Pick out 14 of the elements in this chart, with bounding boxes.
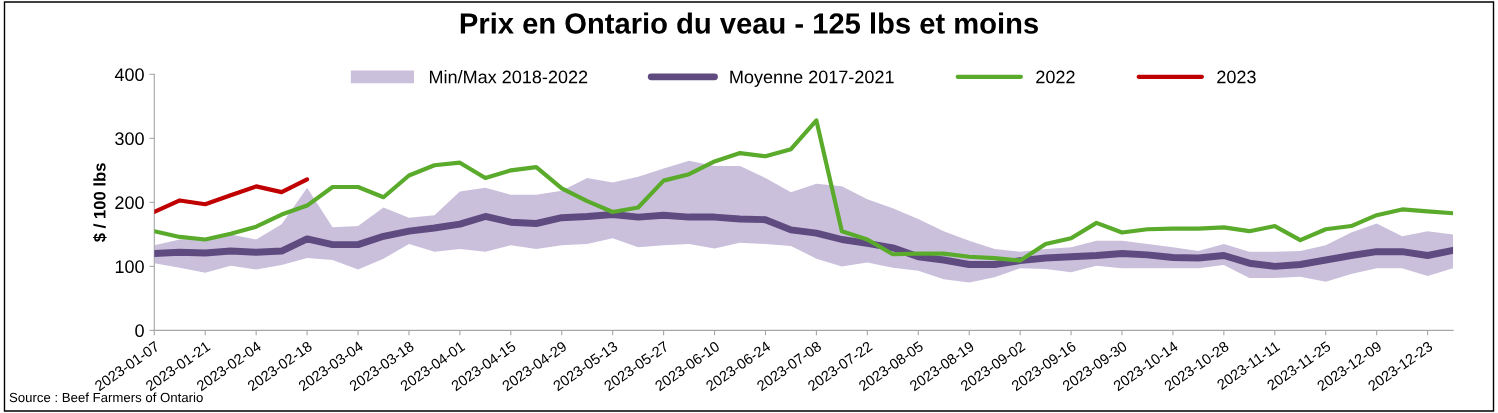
y-axis-title: $ / 100 lbs	[93, 163, 107, 242]
source-note: Source : Beef Farmers of Ontario	[9, 392, 203, 403]
y-tick-label: 100	[115, 260, 144, 274]
line-series	[154, 177, 310, 215]
chart-title: Prix en Ontario du veau - 125 lbs et moins	[460, 12, 1038, 34]
y-tick-label: 200	[115, 196, 144, 210]
legend-label: Min/Max 2018-2022	[429, 70, 588, 84]
y-tick-label: 400	[114, 68, 144, 82]
line-series	[154, 118, 1454, 263]
legend-label: Moyenne 2017-2021	[730, 70, 894, 87]
y-tick-label: 300	[115, 132, 144, 146]
legend-label: 2023	[1217, 70, 1256, 84]
y-tick-label: 0	[135, 324, 144, 338]
legend-label: 2022	[1036, 70, 1075, 84]
